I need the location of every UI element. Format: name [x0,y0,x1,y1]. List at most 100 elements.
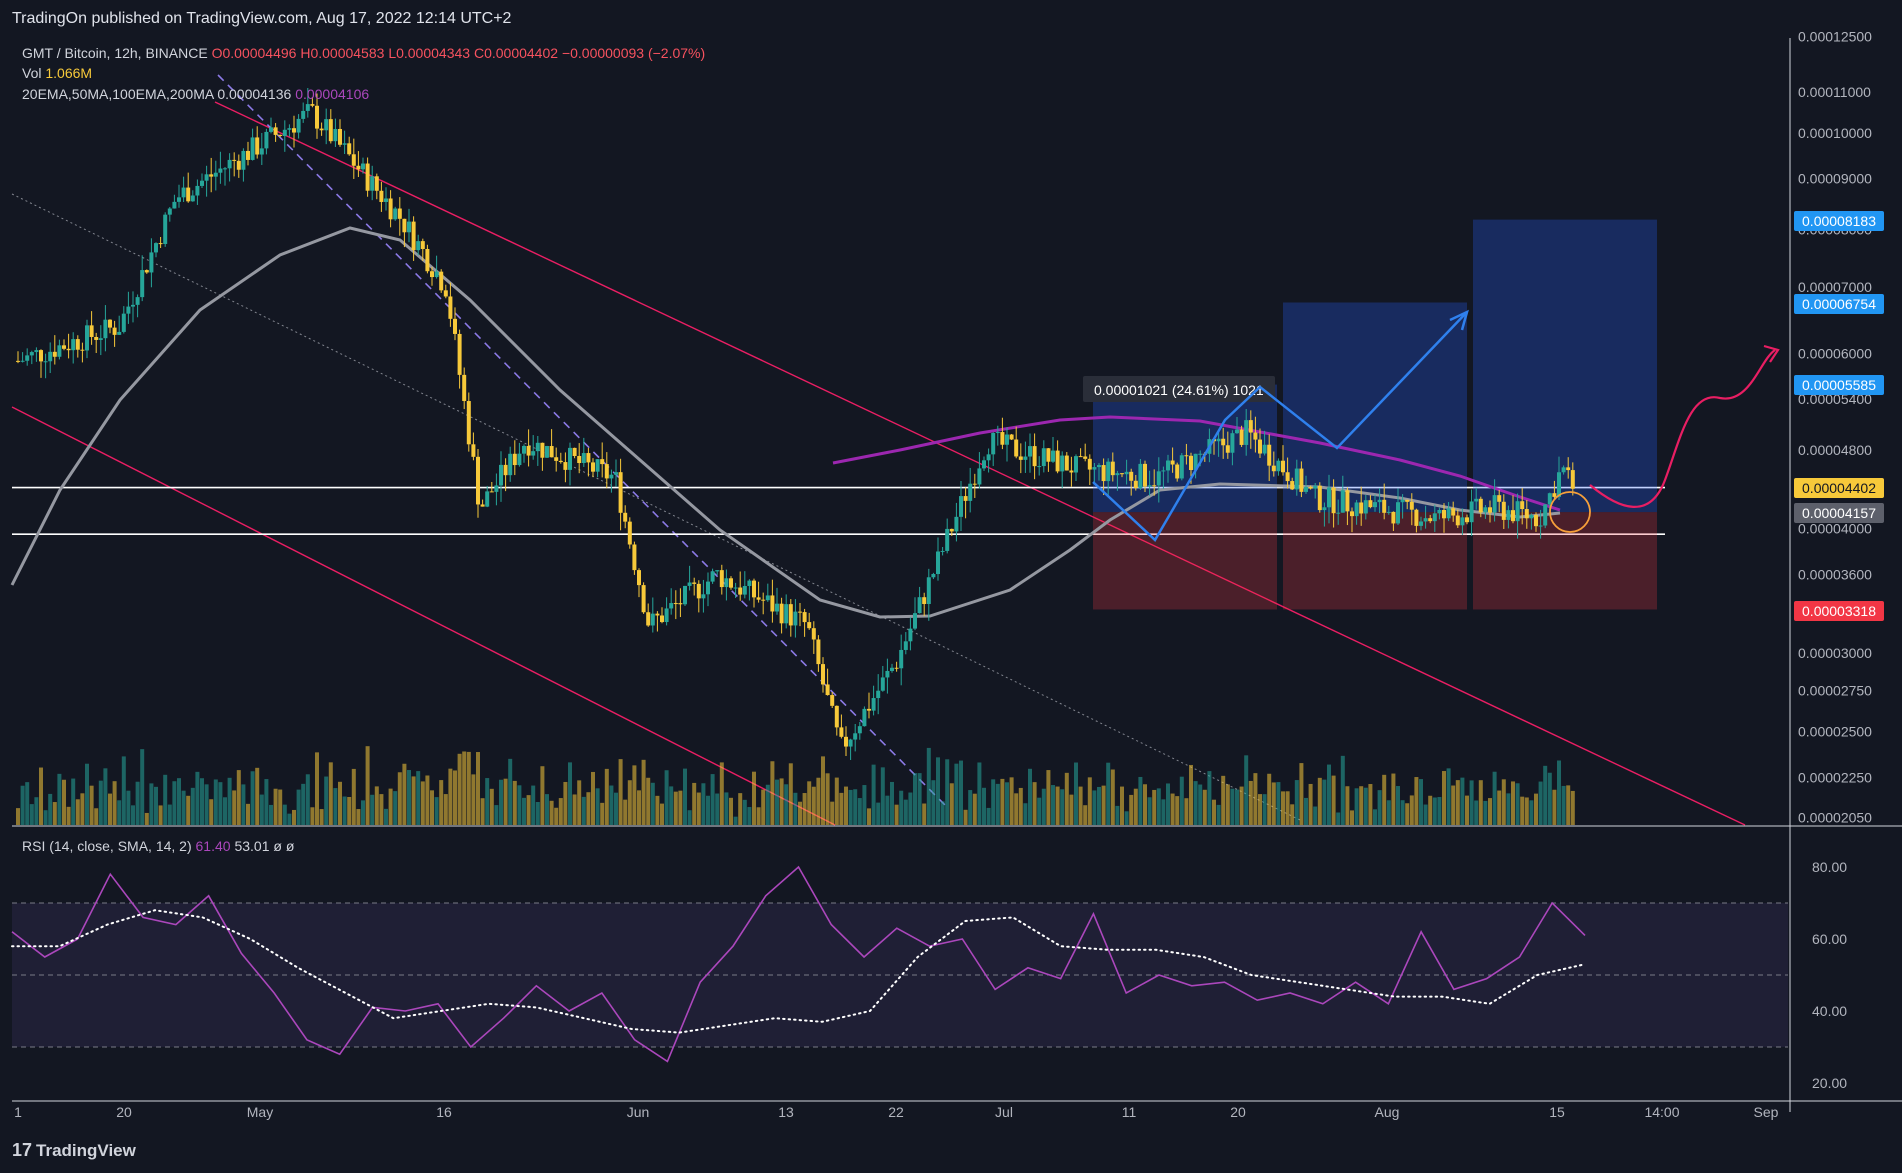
volume-bar [549,800,554,825]
candle-body [1000,432,1005,445]
volume-bar [1506,793,1511,825]
volume-bar [650,782,655,825]
tradingview-logo-icon[interactable]: 17 [12,1140,33,1160]
candle-body [558,460,563,463]
volume-bar [1202,789,1207,825]
volume-bar [85,763,89,825]
target-zone-0 [1093,384,1277,513]
volume-bar [1097,786,1101,825]
volume-bar [177,778,181,825]
time-axis-tick: 16 [436,1104,452,1120]
volume-bar [126,790,131,825]
volume-bar [158,805,163,825]
volume-bar [963,809,968,825]
candle-body [673,603,678,605]
volume-label[interactable]: Vol [22,65,42,81]
candle-body [158,243,163,245]
volume-bar [991,779,996,825]
candle-body [554,457,559,461]
volume-bar [604,768,609,825]
volume-bar [512,780,517,825]
candle-body [324,119,329,131]
candle-body [457,333,462,375]
candle-body [278,134,283,136]
volume-bar [949,783,954,825]
candle-body [853,733,858,740]
candle-body [1483,507,1488,513]
candle-body [407,221,411,233]
time-axis-tick: 22 [888,1104,904,1120]
candle-body [494,485,499,492]
candle-body [963,496,968,501]
price-tag-target-3: 0.00008183 [1794,211,1884,231]
candle-body [1317,485,1322,511]
candle-body [319,128,324,131]
volume-bar [1561,785,1566,825]
volume-bar [1469,780,1474,825]
volume-bar [581,796,586,825]
volume-bar [531,785,536,825]
ma-value-2: 0.00004106 [295,86,370,102]
volume-bar [655,795,660,825]
volume-bar [1110,769,1115,825]
candle-body [1373,502,1377,508]
volume-bar [489,788,494,825]
symbol-label[interactable]: GMT / Bitcoin, 12h, BINANCE [22,45,208,61]
volume-bar [296,789,301,825]
rsi-label[interactable]: RSI (14, close, SMA, 14, 2) [22,838,192,854]
volume-bar [1396,786,1400,825]
volume-bar [1304,797,1308,825]
candle-body [103,319,108,339]
volume-bar [853,789,858,825]
volume-bar [1373,809,1377,825]
candle-body [508,453,513,476]
volume-bar [108,793,112,825]
volume-bar [738,793,743,825]
candle-body [39,350,43,362]
footer: 17 TradingView [0,1128,1902,1173]
candle-body [489,491,494,493]
candle-body [1488,507,1492,513]
volume-bar [798,801,802,825]
candle-body [770,595,775,612]
time-axis-tick: 1 [14,1104,22,1120]
volume-bar [1483,800,1488,825]
volume-bar [784,784,789,825]
candle-body [287,128,292,130]
candle-body [402,218,407,233]
volume-bar [1382,774,1387,825]
candle-body [1005,434,1009,445]
candle-body [903,641,908,650]
rsi-line [11,865,1586,1063]
candle-body [1276,460,1281,472]
forecast-arrow-icon [1763,344,1780,363]
candle-body [719,570,724,588]
candle-body [816,639,821,665]
candle-body [650,613,655,626]
target-zone-2 [1473,219,1657,513]
volume-bar [453,770,457,825]
volume-bar [347,796,352,825]
candle-body [696,583,701,599]
ma-label[interactable]: 20EMA,50MA,100EMA,200MA [22,86,214,102]
volume-bar [683,768,687,825]
volume-bar [1147,797,1152,825]
volume-bar [1179,776,1184,825]
volume-bar [1244,755,1249,825]
time-axis-tick: Sep [1754,1104,1779,1120]
candle-body [480,504,485,507]
volume-bar [301,783,306,825]
tradingview-logo-text[interactable]: TradingView [36,1140,136,1160]
candle-body [1083,456,1088,459]
candle-body [1087,458,1092,470]
volume-bar [724,792,729,825]
volume-bar [591,771,595,825]
candle-body [462,374,467,402]
candle-body [328,119,333,142]
candle-body [1143,463,1147,487]
candle-body [365,163,370,191]
candle-body [1078,456,1083,458]
candle-body [669,603,674,609]
volume-bar [1133,788,1138,825]
volume-bar [678,790,683,825]
